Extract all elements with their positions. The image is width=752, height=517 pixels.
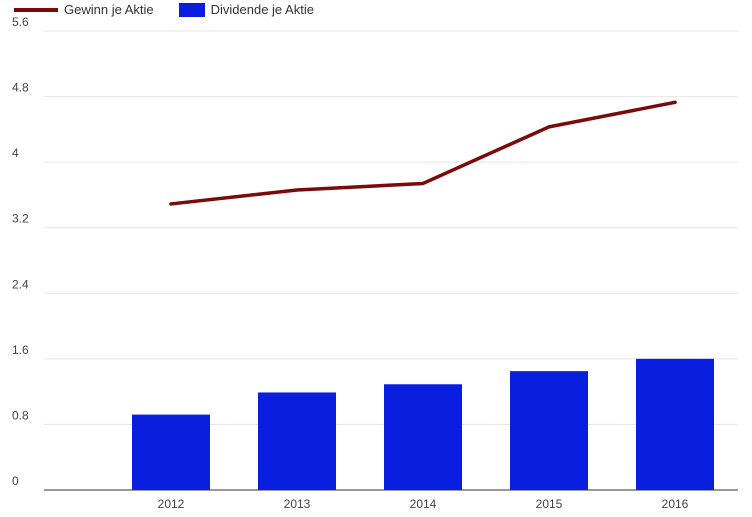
y-tick-label: 0.8 — [12, 408, 29, 422]
legend-label-dividende: Dividende je Aktie — [210, 2, 314, 17]
y-tick-label: 4.8 — [12, 81, 29, 95]
line-gewinn[interactable] — [169, 100, 677, 206]
x-tick-label: 2016 — [662, 497, 689, 511]
bar-dividende[interactable] — [258, 392, 336, 490]
legend: Gewinn je Aktie Dividende je Aktie — [14, 2, 339, 17]
y-tick-label: 0 — [12, 474, 19, 488]
x-tick-label: 2015 — [536, 497, 563, 511]
x-tick-label: 2012 — [158, 497, 185, 511]
point-gewinn — [421, 181, 425, 185]
x-tick-label: 2014 — [410, 497, 437, 511]
y-tick-label: 4 — [12, 146, 19, 160]
x-tick-label: 2013 — [284, 497, 311, 511]
point-gewinn — [547, 125, 551, 129]
y-tick-label: 5.6 — [12, 15, 29, 29]
y-tick-label: 1.6 — [12, 343, 29, 357]
bar-dividende[interactable] — [132, 414, 210, 490]
point-gewinn — [169, 202, 173, 206]
bar-dividende[interactable] — [510, 371, 588, 490]
point-gewinn — [673, 100, 677, 104]
legend-item-gewinn[interactable]: Gewinn je Aktie — [14, 2, 154, 17]
bar-dividende[interactable] — [384, 384, 462, 490]
y-tick-label: 2.4 — [12, 277, 29, 291]
legend-swatch-dividende — [178, 2, 205, 17]
point-gewinn — [295, 188, 299, 192]
legend-swatch-gewinn — [14, 7, 58, 12]
legend-label-gewinn: Gewinn je Aktie — [64, 2, 154, 17]
legend-item-dividende[interactable]: Dividende je Aktie — [178, 2, 314, 17]
bar-dividende[interactable] — [636, 358, 714, 490]
y-tick-label: 3.2 — [12, 212, 29, 226]
